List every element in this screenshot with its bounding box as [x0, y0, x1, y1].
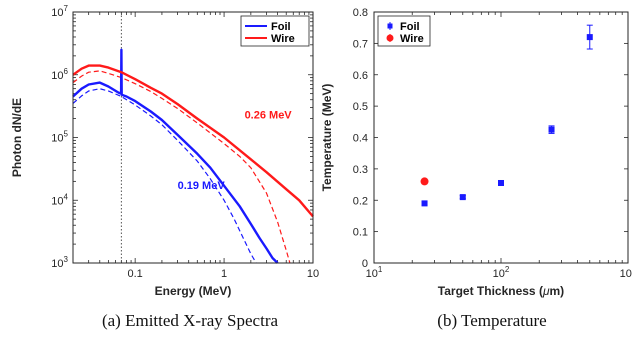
y-tick-label: 0.4	[353, 133, 368, 145]
temperature-axes-frame	[373, 11, 629, 264]
y-tick-label: 0.6	[353, 70, 368, 82]
spectra-plot-area	[73, 12, 313, 263]
xlabel-mu: μ	[542, 284, 550, 298]
xlabel-suffix: m)	[550, 284, 565, 298]
x-tick-label: 101	[366, 265, 383, 280]
data-point-foil	[586, 34, 593, 41]
y-tick-label: 105	[51, 130, 68, 145]
fit-temperature-label: 0.26 MeV	[245, 110, 293, 122]
legend-marker	[387, 23, 393, 29]
y-tick-label: 0.3	[353, 164, 368, 176]
data-point-foil	[548, 126, 555, 133]
y-tick-label: 106	[51, 67, 68, 82]
y-tick-label: 104	[51, 192, 68, 207]
y-tick-label: 103	[51, 255, 68, 270]
x-tick-label: 103	[620, 265, 632, 280]
y-tick-label: 0	[362, 258, 368, 270]
legend-box	[240, 15, 310, 47]
temperature-plot-area	[374, 12, 628, 263]
spectra-panel: 0.1 1 10 103 104 105 106 107 0.26 MeV 0.19 MeV F…	[10, 4, 319, 330]
temperature-series-group	[420, 24, 593, 207]
fit-line-wire	[72, 70, 291, 264]
x-tick-label: 0.1	[128, 268, 143, 280]
fit-line-foil	[72, 88, 257, 264]
fit-temperature-label: 0.19 MeV	[178, 180, 226, 192]
xlabel-prefix: Target Thickness (	[438, 284, 543, 298]
temperature-panel: 101 102 103 0 0.1 0.2 0.3 0.4 0.5 0.6 0.7 0.8 FoilW…	[320, 7, 632, 330]
x-tick-label: 1	[221, 268, 227, 280]
series-line-foil	[72, 48, 279, 264]
spectra-series-group	[72, 48, 314, 264]
spectra-y-axis-label: Photon dN/dE	[10, 98, 24, 177]
legend-label: Wire	[400, 33, 424, 45]
temperature-x-axis-label: Target Thickness (μm)	[438, 284, 564, 298]
data-point-foil	[459, 194, 466, 201]
spectra-caption: (a) Emitted X-ray Spectra	[102, 311, 279, 330]
temperature-caption: (b) Temperature	[437, 311, 546, 330]
legend-label: Foil	[400, 21, 420, 33]
legend-box	[377, 15, 431, 47]
y-tick-label: 0.7	[353, 38, 368, 50]
data-point-foil	[421, 200, 428, 207]
legend-label: Foil	[271, 21, 291, 33]
spectra-axes-frame	[72, 11, 314, 264]
x-tick-label: 10	[307, 268, 319, 280]
spectra-x-axis-label: Energy (MeV)	[155, 284, 232, 298]
legend-marker	[386, 34, 394, 42]
y-tick-label: 107	[51, 4, 68, 19]
data-point-foil	[498, 179, 504, 186]
y-tick-label: 0.1	[353, 227, 368, 239]
x-tick-label: 102	[493, 265, 510, 280]
y-tick-label: 0.2	[353, 195, 368, 207]
legend-label: Wire	[271, 33, 295, 45]
spectra-annotations: 0.26 MeV 0.19 MeV	[178, 110, 293, 193]
data-point-wire	[420, 177, 429, 186]
y-tick-label: 0.5	[353, 101, 368, 113]
series-line-wire	[72, 64, 314, 218]
y-tick-label: 0.8	[353, 7, 368, 19]
temperature-y-axis-label: Temperature (MeV)	[320, 84, 334, 192]
